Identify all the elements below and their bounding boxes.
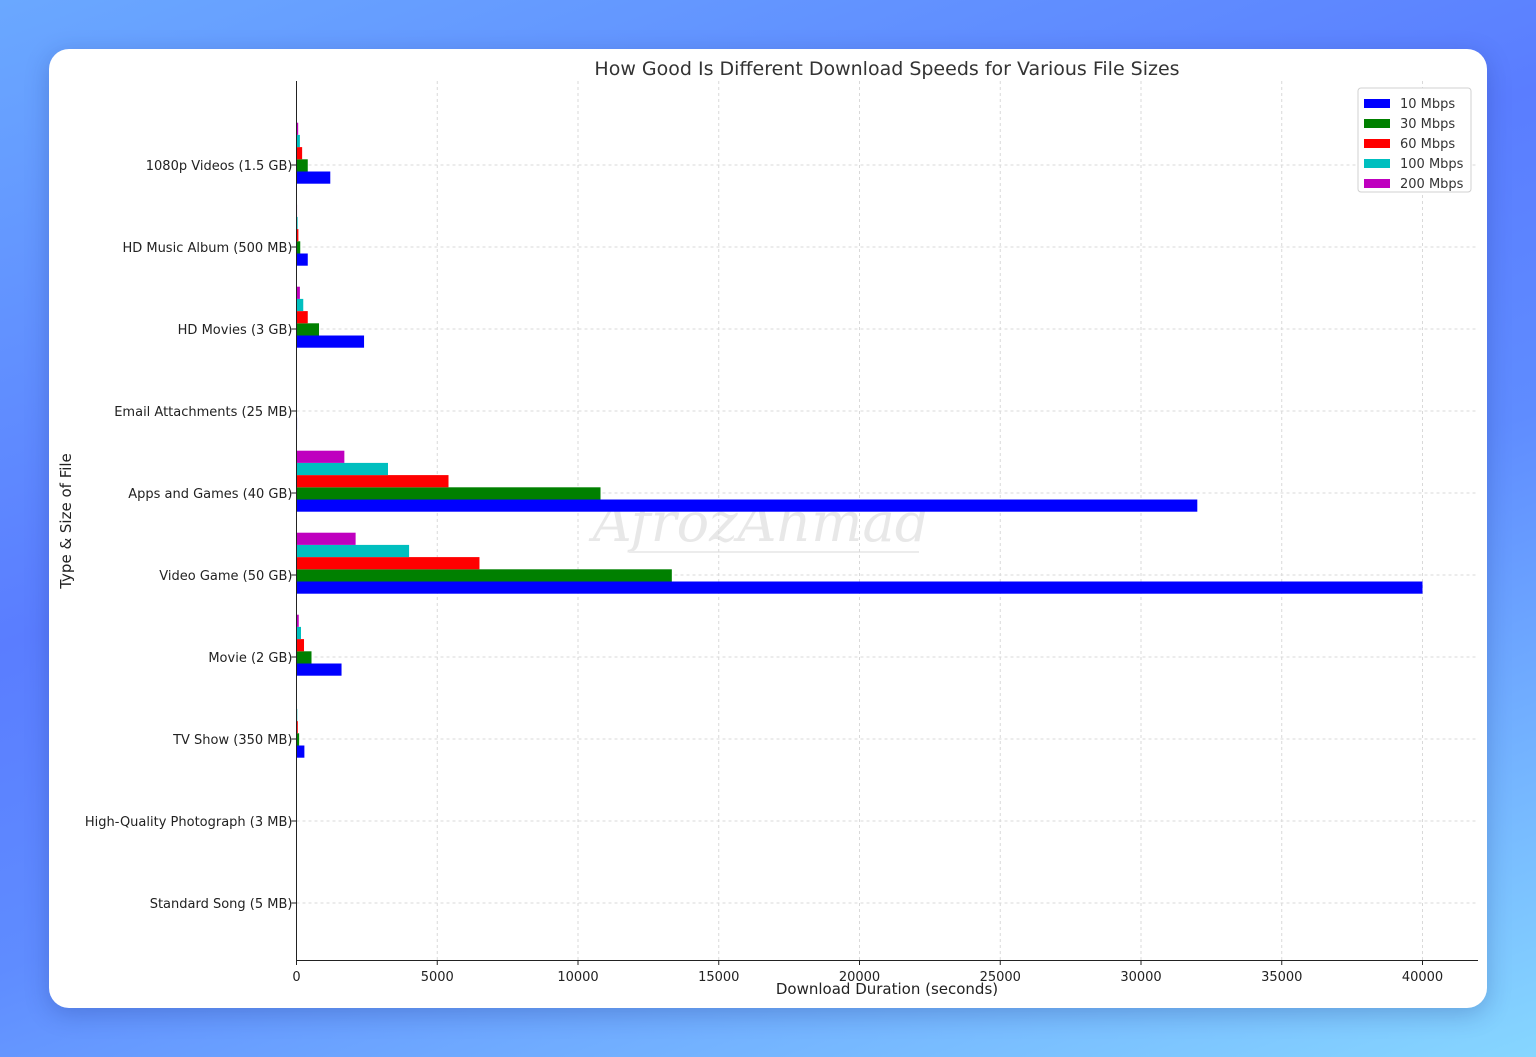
bar-10-mbps-2 — [296, 335, 365, 348]
bar-100-mbps-0 — [296, 134, 300, 148]
bar-10-mbps-5 — [296, 581, 1423, 594]
legend-label: 100 Mbps — [1400, 157, 1464, 172]
bar-60-mbps-7 — [296, 721, 298, 734]
legend-swatch — [1364, 99, 1390, 108]
bar-60-mbps-1 — [296, 229, 299, 242]
y-tick-label: Video Game (50 GB) — [159, 569, 292, 584]
bar-10-mbps-6 — [296, 663, 342, 676]
bar-60-mbps-5 — [296, 557, 480, 570]
bar-30-mbps-4 — [296, 487, 601, 500]
x-tick-label: 35000 — [1261, 970, 1302, 985]
bar-200-mbps-6 — [296, 614, 299, 627]
y-tick-label: Email Attachments (25 MB) — [114, 405, 292, 420]
x-tick-label: 25000 — [980, 970, 1021, 985]
bar-60-mbps-6 — [296, 639, 305, 652]
legend-swatch — [1364, 139, 1390, 148]
x-tick-label: 10000 — [557, 970, 598, 985]
bar-100-mbps-2 — [296, 298, 304, 312]
legend-label: 30 Mbps — [1400, 117, 1455, 132]
x-axis-label: Download Duration (seconds) — [776, 980, 998, 998]
bar-30-mbps-5 — [296, 569, 672, 582]
legend-swatch — [1364, 159, 1390, 168]
legend-label: 10 Mbps — [1400, 97, 1455, 112]
bar-30-mbps-7 — [296, 733, 300, 746]
y-tick-label: Apps and Games (40 GB) — [128, 487, 292, 502]
grid — [296, 81, 1478, 960]
legend-swatch — [1364, 179, 1390, 188]
bar-chart: AfrozAhmad 0 5000 10000 15000 20000 25000 3000… — [57, 58, 1478, 998]
legend-swatch — [1364, 119, 1390, 128]
bar-10-mbps-4 — [296, 499, 1198, 512]
bar-60-mbps-2 — [296, 311, 308, 324]
x-tick-label: 40000 — [1402, 970, 1443, 985]
bar-100-mbps-1 — [296, 216, 298, 230]
axes — [296, 81, 1478, 961]
chart-card: AfrozAhmad 0 5000 10000 15000 20000 25000 3000… — [49, 49, 1487, 1008]
bar-30-mbps-6 — [296, 651, 312, 664]
y-ticks: 1080p Videos (1.5 GB) HD Music Album (500… — [85, 159, 297, 912]
bar-30-mbps-0 — [296, 159, 308, 172]
bar-100-mbps-5 — [296, 544, 410, 558]
x-tick-label: 20000 — [839, 970, 880, 985]
y-tick-label: High-Quality Photograph (3 MB) — [85, 815, 293, 830]
bar-60-mbps-4 — [296, 475, 449, 488]
y-tick-label: Standard Song (5 MB) — [150, 897, 293, 912]
y-axis-label: Type & Size of File — [57, 453, 75, 590]
x-tick-label: 0 — [292, 970, 300, 985]
bar-100-mbps-4 — [296, 462, 388, 476]
legend-label: 200 Mbps — [1400, 177, 1464, 192]
legend-label: 60 Mbps — [1400, 137, 1455, 152]
x-tick-label: 30000 — [1120, 970, 1161, 985]
bar-30-mbps-1 — [296, 241, 301, 254]
y-tick-label: 1080p Videos (1.5 GB) — [146, 159, 293, 174]
bar-100-mbps-6 — [296, 626, 302, 640]
bar-30-mbps-2 — [296, 323, 320, 336]
x-tick-label: 5000 — [421, 970, 454, 985]
bar-200-mbps-0 — [296, 122, 299, 135]
y-tick-label: TV Show (350 MB) — [172, 733, 292, 748]
y-tick-label: HD Movies (3 GB) — [178, 323, 293, 338]
legend: 10 Mbps 30 Mbps 60 Mbps 100 Mbps 200 Mbps — [1357, 87, 1472, 193]
bar-200-mbps-5 — [296, 532, 356, 545]
x-tick-label: 15000 — [698, 970, 739, 985]
bar-10-mbps-7 — [296, 745, 305, 758]
bar-10-mbps-1 — [296, 253, 308, 266]
x-ticks: 0 5000 10000 15000 20000 25000 30000 35000 40000 — [292, 960, 1443, 985]
bars — [296, 122, 1423, 922]
y-tick-label: Movie (2 GB) — [208, 651, 292, 666]
chart-title: How Good Is Different Download Speeds fo… — [594, 58, 1179, 80]
bar-10-mbps-0 — [296, 171, 331, 184]
bar-200-mbps-4 — [296, 450, 345, 463]
y-tick-label: HD Music Album (500 MB) — [122, 241, 292, 256]
bar-200-mbps-2 — [296, 286, 300, 299]
bar-60-mbps-0 — [296, 147, 303, 160]
